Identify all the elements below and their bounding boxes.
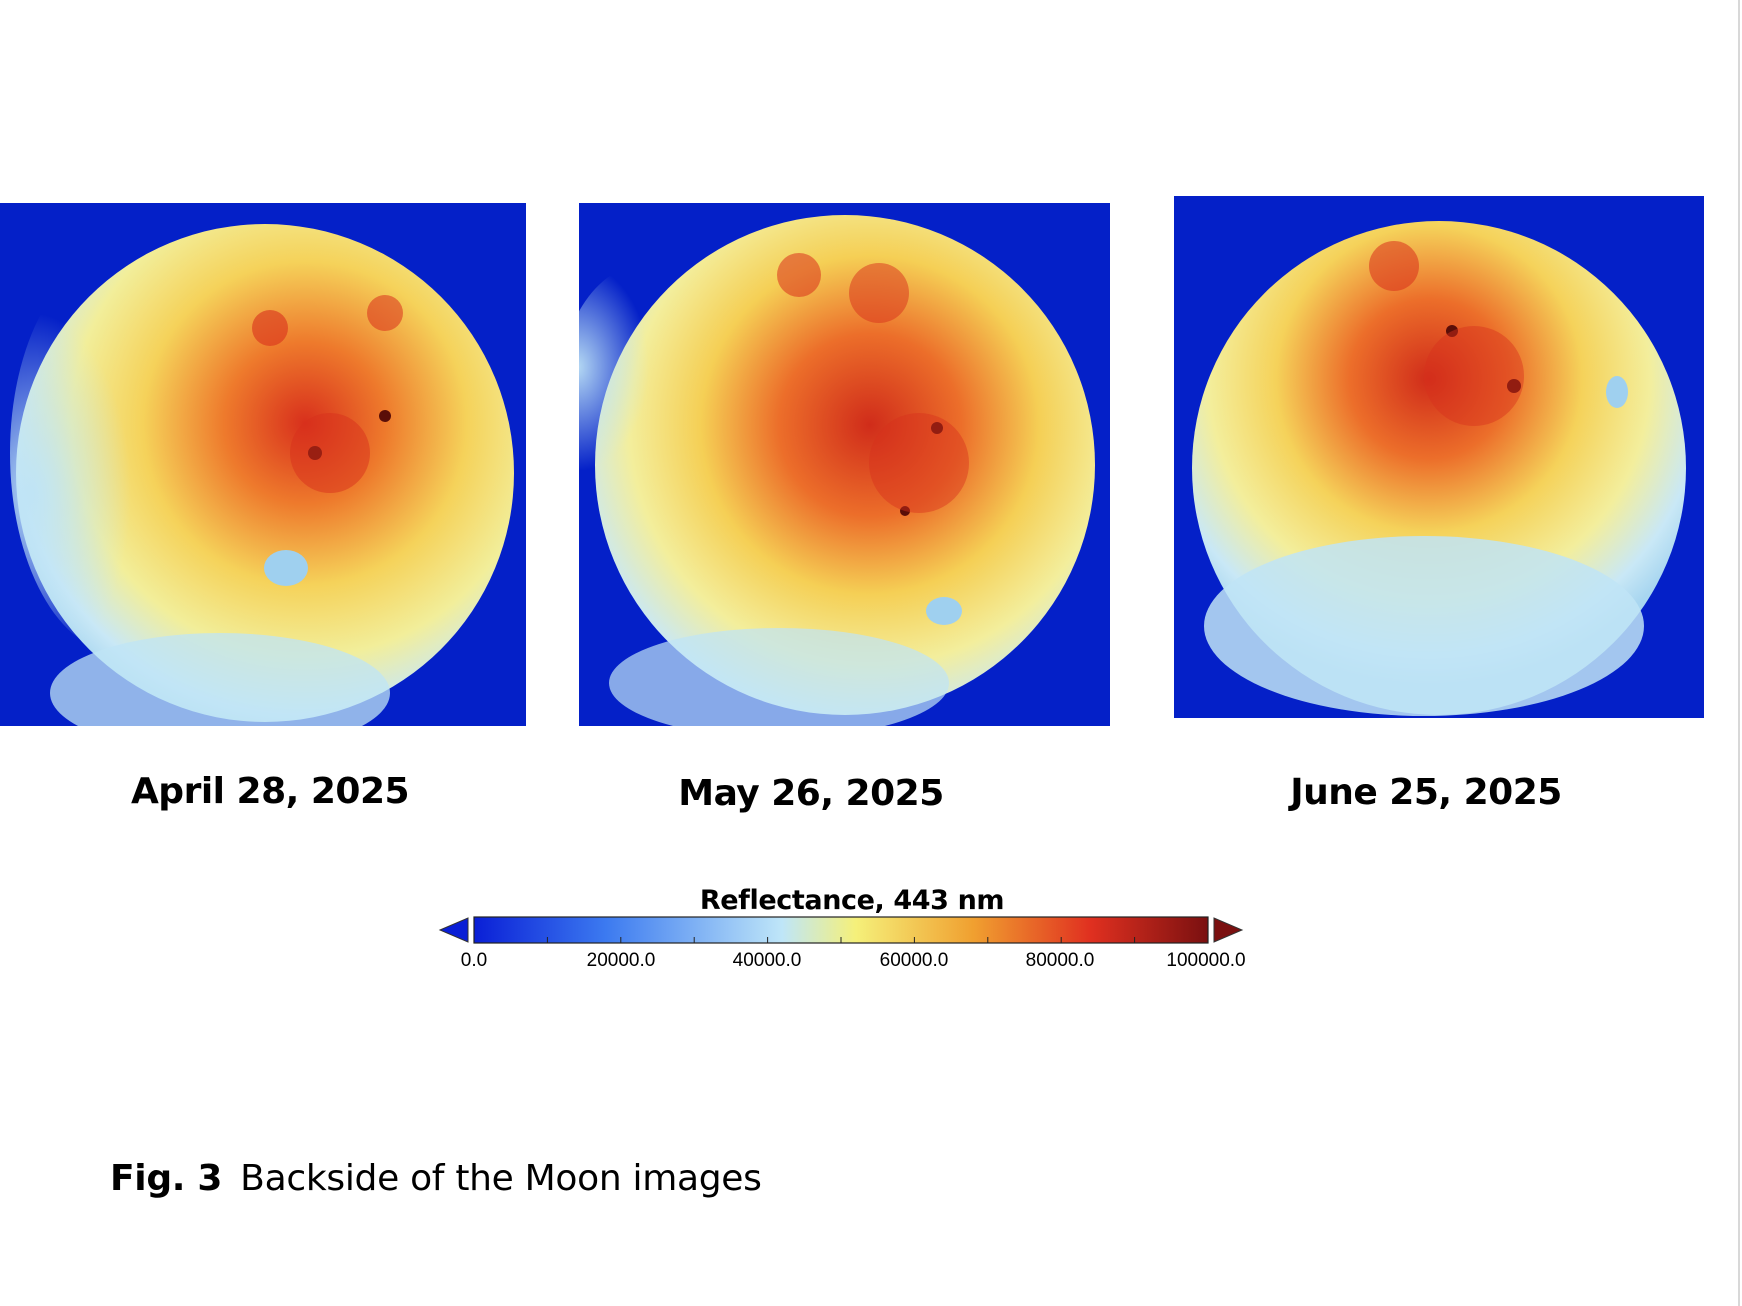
moon-image-april <box>0 203 526 726</box>
date-label-april: April 28, 2025 <box>130 771 410 812</box>
figure-caption-text: Backside of the Moon images <box>240 1158 762 1199</box>
colorbar-tick-label: 0.0 <box>460 950 488 971</box>
moon-image-may <box>579 203 1110 726</box>
date-label-may: May 26, 2025 <box>678 773 944 814</box>
colorbar-tick-label: 20000.0 <box>586 950 656 971</box>
colorbar-title: Reflectance, 443 nm <box>699 885 1005 916</box>
colorbar <box>438 916 1244 944</box>
colorbar-tick-label: 60000.0 <box>879 950 949 971</box>
colorbar-max-arrow <box>1213 917 1244 943</box>
figure-number: Fig. 3 <box>110 1158 223 1199</box>
colorbar-tick-label: 80000.0 <box>1025 950 1095 971</box>
moon-image-june <box>1174 196 1704 718</box>
colorbar-tick-label: 100000.0 <box>1166 950 1246 971</box>
moon-disk-april <box>10 224 514 726</box>
page-edge-divider <box>1738 0 1740 1306</box>
figure-caption: Fig. 3 Backside of the Moon images <box>110 1158 762 1199</box>
moon-disk-june <box>1192 221 1686 716</box>
colorbar-min-arrow <box>438 917 469 943</box>
moon-disk-may <box>579 215 1095 726</box>
colorbar-tick-label: 40000.0 <box>732 950 802 971</box>
date-label-june: June 25, 2025 <box>1290 772 1562 813</box>
